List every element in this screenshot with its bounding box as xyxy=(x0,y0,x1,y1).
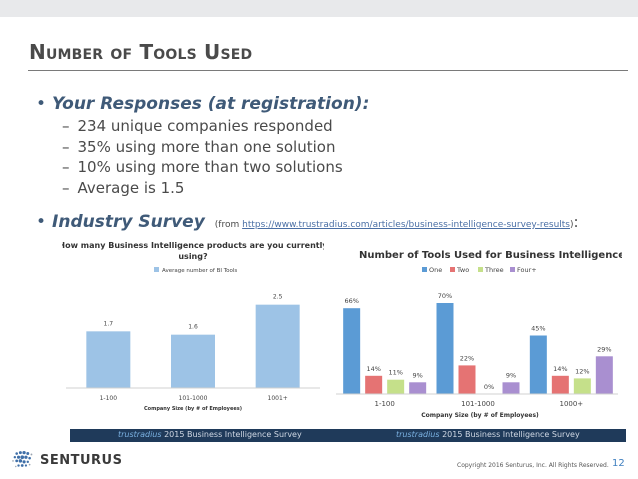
bar xyxy=(171,334,215,388)
bullet-your-responses: • Your Responses (at registration): xyxy=(36,94,369,114)
bullet-industry-survey-text: Industry Survey xyxy=(52,212,205,232)
bullet-dot: • xyxy=(36,94,47,114)
sub-bullet-item: – Average is 1.5 xyxy=(62,178,185,197)
chart-legend: Average number of BI Tools xyxy=(154,267,237,274)
sub-bullet-item: –35% using more than one solution xyxy=(62,137,336,156)
bar xyxy=(343,308,361,394)
bar xyxy=(387,379,405,394)
data-label: 9% xyxy=(413,371,423,379)
legend-swatch xyxy=(422,267,427,272)
bar xyxy=(529,335,547,394)
chart-title: using? xyxy=(178,252,208,261)
banner-caption: 2015 Business Intelligence Survey xyxy=(161,430,302,439)
sub-bullet-item: –10% using more than two solutions xyxy=(62,158,343,176)
legend-label: Four+ xyxy=(517,266,537,274)
chart-title: Number of Tools Used for Business Intell… xyxy=(359,250,622,261)
bullet-industry-survey: • Industry Survey (from https://www.trustr… xyxy=(36,212,579,232)
bar xyxy=(365,375,383,394)
source-suffix: ) xyxy=(570,220,574,230)
survey-banner: trustradius 2015 Business Intelligence S… xyxy=(70,429,626,442)
data-label: 29% xyxy=(597,345,611,353)
bar xyxy=(551,375,569,394)
data-label: 14% xyxy=(553,365,567,373)
bar xyxy=(502,382,520,394)
data-label: 12% xyxy=(575,367,589,375)
data-label: 45% xyxy=(531,325,545,333)
sub-bullet-list: –234 unique companies responded –35% usi… xyxy=(62,116,343,198)
legend-label: Two xyxy=(456,266,469,274)
chart-tools-used-svg: Number of Tools Used for Business Intell… xyxy=(336,250,625,419)
chart-avg-bi-tools-svg: How many Business Intelligence products … xyxy=(58,241,328,412)
data-label: 2.5 xyxy=(273,294,283,301)
chart-bars: 66% 14% 11% 9% 70% 22% 0% 9% 45% 14% 12% 29% xyxy=(343,292,613,394)
banner-brand: trustradius xyxy=(396,430,440,439)
banner-right-text: trustradius 2015 Business Intelligence S… xyxy=(396,430,580,439)
bar xyxy=(86,331,131,388)
chart-tools-used: Number of Tools Used for Business Intell… xyxy=(330,236,625,424)
banner-left-text: trustradius 2015 Business Intelligence S… xyxy=(118,430,302,439)
legend-swatch xyxy=(154,267,159,272)
x-tick-label: 1-100 xyxy=(100,395,118,402)
x-tick-label: 101-1000 xyxy=(179,395,208,402)
x-axis-label: Company Size (by # of Employees) xyxy=(144,406,242,412)
x-tick-label: 1001+ xyxy=(268,395,288,402)
x-tick-label: 1-100 xyxy=(374,400,394,408)
data-label: 11% xyxy=(388,369,402,377)
sub-bullet-text: 234 unique companies responded xyxy=(77,117,333,135)
data-label: 14% xyxy=(366,365,380,373)
banner-brand: trustradius xyxy=(118,430,162,439)
bullet-your-responses-text: Your Responses (at registration): xyxy=(52,94,370,114)
x-tick-label: 1000+ xyxy=(559,400,583,408)
data-label: 1.6 xyxy=(188,324,198,331)
data-label: 70% xyxy=(438,292,452,300)
source-prefix: (from xyxy=(214,220,243,230)
legend-swatch xyxy=(510,267,515,272)
source-note: (from https://www.trustradius.com/articl… xyxy=(215,220,574,230)
data-label: 0% xyxy=(484,383,494,391)
slide-title: Number of Tools Used xyxy=(29,40,253,64)
sub-bullet-text: 35% using more than one solution xyxy=(77,137,336,156)
bar xyxy=(255,304,300,388)
chart-bars: 1.7 1.6 2.5 xyxy=(86,294,300,388)
legend-swatch xyxy=(478,267,483,272)
chart-legend: One Two Three Four+ xyxy=(422,266,537,274)
data-label: 66% xyxy=(344,297,358,305)
bar xyxy=(573,378,591,394)
senturus-logo-icon xyxy=(12,450,33,468)
bar xyxy=(458,365,476,394)
bar xyxy=(436,303,454,394)
bar xyxy=(595,356,613,394)
sub-bullet-text: Average is 1.5 xyxy=(77,178,185,197)
data-label: 1.7 xyxy=(104,320,114,327)
legend-label: Average number of BI Tools xyxy=(162,268,237,274)
x-axis-label: Company Size (by # of Employees) xyxy=(421,412,539,419)
copyright: Copyright 2016 Senturus, Inc. All Rights… xyxy=(457,462,609,469)
banner-caption: 2015 Business Intelligence Survey xyxy=(439,430,580,439)
colon: : xyxy=(573,213,579,231)
bar xyxy=(409,382,427,394)
bullet-dot: • xyxy=(36,212,47,232)
x-tick-labels: 1-100 101-1000 1000+ xyxy=(374,400,583,408)
data-label: 9% xyxy=(506,371,516,379)
chart-avg-bi-tools: How many Business Intelligence products … xyxy=(58,236,328,424)
sub-bullet-item: –234 unique companies responded xyxy=(62,117,333,135)
source-link[interactable]: https://www.trustradius.com/articles/bus… xyxy=(242,220,570,230)
page-number: 12 xyxy=(612,458,625,469)
legend-swatch xyxy=(450,267,455,272)
x-tick-labels: 1-100 101-1000 1001+ xyxy=(100,395,288,402)
senturus-logo-text: SENTURUS xyxy=(40,453,123,468)
x-tick-label: 101-1000 xyxy=(461,400,495,408)
title-divider xyxy=(28,70,628,71)
data-label: 22% xyxy=(460,354,474,362)
top-bar xyxy=(0,0,638,17)
legend-label: One xyxy=(429,266,442,274)
sub-bullet-text: 10% using more than two solutions xyxy=(77,158,343,176)
chart-title: How many Business Intelligence products … xyxy=(62,241,324,250)
legend-label: Three xyxy=(484,266,504,274)
